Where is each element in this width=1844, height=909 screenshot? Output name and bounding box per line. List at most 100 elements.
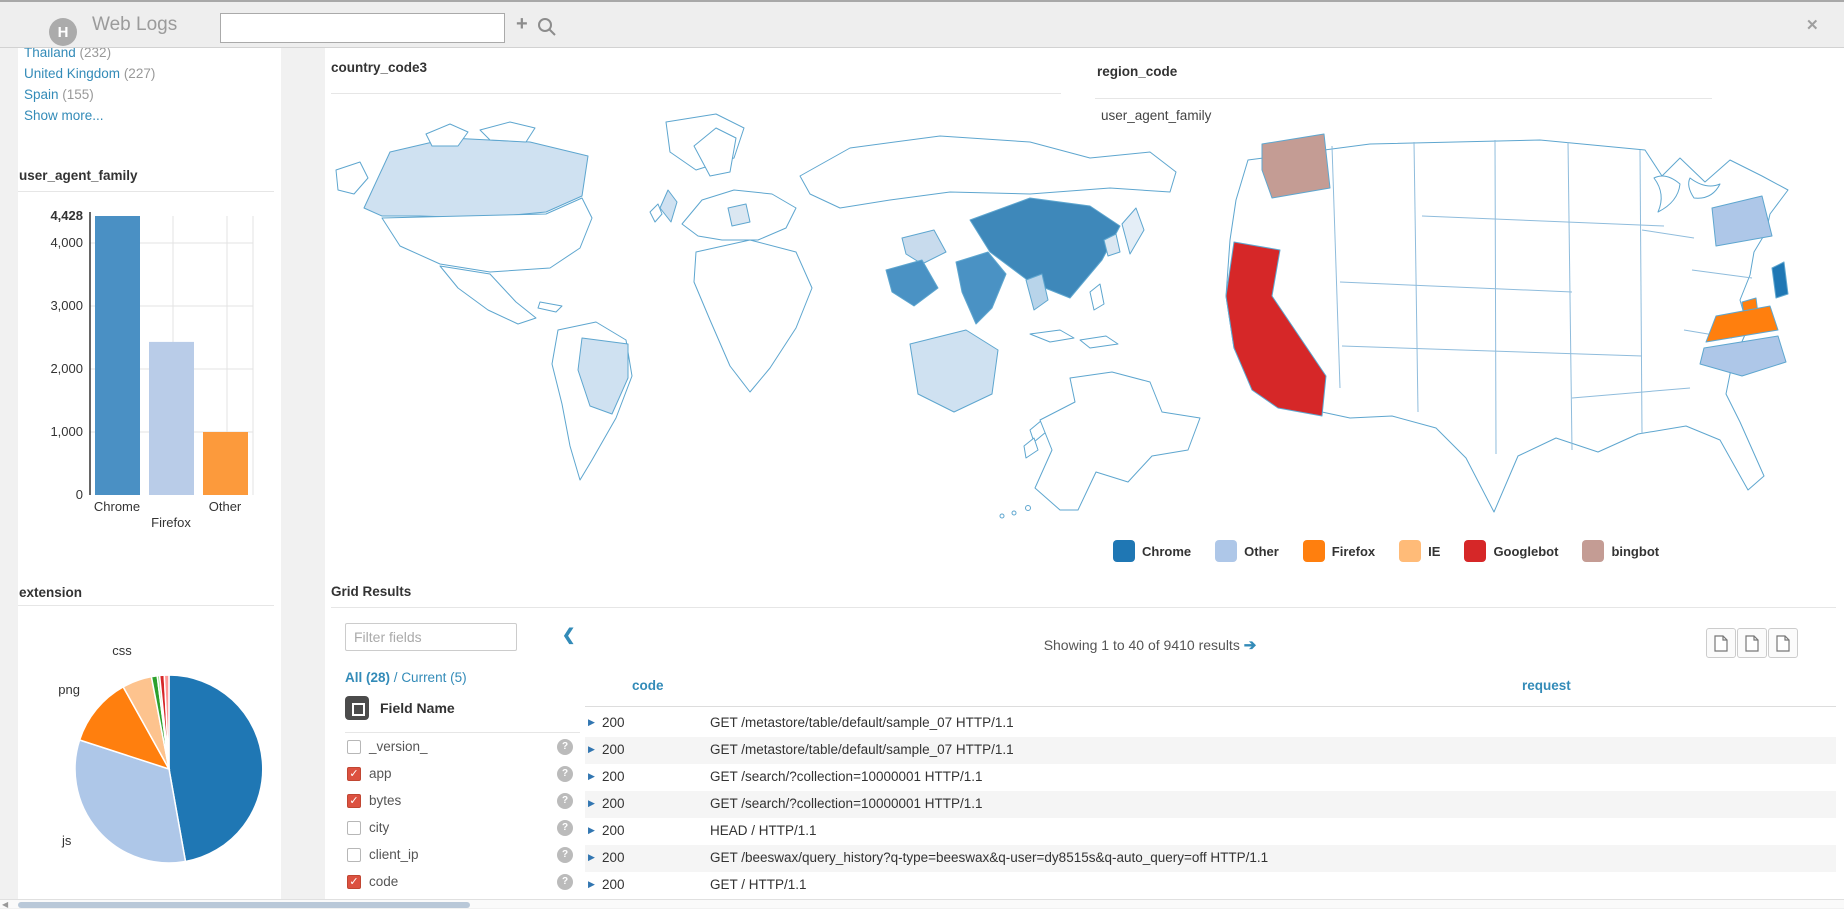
- table-row: ▶ 200 HEAD / HTTP/1.1: [585, 818, 1836, 845]
- table-row: ▶ 200 GET /search/?collection=10000001 HTT…: [585, 791, 1836, 818]
- fields-all-link[interactable]: All (28): [345, 670, 391, 685]
- download-json-button[interactable]: [1768, 628, 1798, 658]
- pie-slice-png[interactable]: [78, 685, 171, 771]
- next-page-icon[interactable]: ➔: [1243, 637, 1257, 654]
- facet-value-link[interactable]: Thailand: [24, 48, 76, 60]
- search-input[interactable]: [220, 13, 505, 43]
- download-csv-button[interactable]: [1706, 628, 1736, 658]
- hue-logo-icon[interactable]: H: [49, 18, 77, 46]
- map-region-arctic-islands[interactable]: [425, 123, 469, 147]
- map-region-thailand[interactable]: [1025, 273, 1049, 311]
- map-region-california[interactable]: [1225, 241, 1327, 417]
- field-row[interactable]: client_ip?: [345, 843, 580, 870]
- legend-item: bingbot: [1582, 540, 1659, 562]
- map-region-alaska-inset[interactable]: [1034, 371, 1201, 511]
- field-help-icon[interactable]: ?: [557, 874, 573, 890]
- search-icon[interactable]: [536, 16, 558, 38]
- field-help-icon[interactable]: ?: [557, 847, 573, 863]
- legend-swatch: [1582, 540, 1605, 562]
- close-icon[interactable]: ✕: [1806, 17, 1819, 34]
- pie-slice-js[interactable]: [74, 739, 187, 864]
- map-region-united-kingdom[interactable]: [659, 189, 678, 223]
- bar-chrome[interactable]: [95, 216, 140, 495]
- map-region-usa[interactable]: [381, 197, 593, 273]
- map-region-us-outline[interactable]: [1225, 139, 1789, 513]
- row-expand-icon[interactable]: ▶: [588, 852, 595, 862]
- map-region-alaska[interactable]: [335, 161, 369, 195]
- map-region-arctic-islands[interactable]: [479, 121, 536, 143]
- field-checkbox[interactable]: ✓: [347, 767, 361, 781]
- download-xls-button[interactable]: [1737, 628, 1767, 658]
- field-row[interactable]: city?: [345, 816, 580, 843]
- x-axis-label: Firefox: [151, 515, 191, 530]
- field-help-icon[interactable]: ?: [557, 739, 573, 755]
- map-region-scandinavia[interactable]: [693, 127, 737, 177]
- scrollbar-left-arrow-icon[interactable]: ◀: [2, 900, 9, 909]
- map-region-japan[interactable]: [1121, 207, 1145, 255]
- row-expand-icon[interactable]: ▶: [588, 717, 595, 727]
- pie-slice-unlabeled[interactable]: [163, 674, 170, 770]
- map-region-washington[interactable]: [1261, 133, 1331, 199]
- row-expand-icon[interactable]: ▶: [588, 798, 595, 808]
- field-checkbox[interactable]: [347, 848, 361, 862]
- map-region-africa[interactable]: [693, 239, 813, 393]
- fields-separator: /: [393, 670, 398, 685]
- map-region-mexico[interactable]: [439, 265, 537, 325]
- map-region-philippines[interactable]: [1089, 283, 1105, 311]
- row-expand-icon[interactable]: ▶: [588, 825, 595, 835]
- horizontal-scrollbar[interactable]: ◀: [0, 899, 1844, 909]
- map-region-virginia[interactable]: [1705, 305, 1779, 343]
- map-region-iran[interactable]: [901, 229, 947, 265]
- legend-label: Googlebot: [1493, 543, 1559, 559]
- map-region-india[interactable]: [955, 251, 1007, 325]
- facet-value-link[interactable]: Spain: [24, 87, 59, 102]
- column-header-request[interactable]: request: [1522, 678, 1571, 693]
- map-region-australia[interactable]: [909, 329, 999, 413]
- field-row[interactable]: ✓ app?: [345, 762, 580, 789]
- row-expand-icon[interactable]: ▶: [588, 879, 595, 889]
- field-checkbox[interactable]: [347, 740, 361, 754]
- map-region-brazil[interactable]: [577, 337, 629, 415]
- map-region-north-carolina[interactable]: [1699, 335, 1787, 377]
- map-region-new-york[interactable]: [1711, 195, 1773, 247]
- facet-value-link[interactable]: United Kingdom: [24, 66, 121, 81]
- map-region-cuba[interactable]: [537, 301, 563, 313]
- map-region-canada[interactable]: [363, 137, 589, 219]
- map-region-germany[interactable]: [727, 203, 751, 227]
- field-row[interactable]: _version_?: [345, 735, 580, 762]
- pie-slice-unlabeled[interactable]: [168, 674, 264, 863]
- field-checkbox[interactable]: ✓: [347, 875, 361, 889]
- field-row[interactable]: ✓ code?: [345, 870, 580, 897]
- column-header-code[interactable]: code: [632, 678, 664, 693]
- map-region-new-zealand[interactable]: [1023, 437, 1039, 459]
- field-checkbox[interactable]: ✓: [347, 794, 361, 808]
- map-region-russia[interactable]: [799, 135, 1177, 209]
- bar-other[interactable]: [203, 432, 248, 495]
- filter-fields-input[interactable]: [345, 623, 517, 651]
- y-axis-tick: 2,000: [50, 361, 83, 376]
- toggle-all-fields-checkbox[interactable]: [345, 696, 369, 720]
- collapse-fields-icon[interactable]: ❮: [562, 627, 576, 644]
- field-row[interactable]: ✓ bytes?: [345, 789, 580, 816]
- bar-firefox[interactable]: [149, 341, 194, 495]
- add-widget-icon[interactable]: +: [516, 13, 528, 35]
- map-region-new-jersey[interactable]: [1771, 261, 1789, 299]
- great-lakes: [1653, 175, 1681, 213]
- map-region-indonesia[interactable]: [1029, 329, 1075, 343]
- map-region-ireland[interactable]: [649, 203, 663, 223]
- scrollbar-thumb[interactable]: [18, 902, 470, 908]
- row-expand-icon[interactable]: ▶: [588, 771, 595, 781]
- x-axis-label: Chrome: [94, 499, 140, 514]
- field-checkbox[interactable]: [347, 821, 361, 835]
- field-help-icon[interactable]: ?: [557, 766, 573, 782]
- map-region-saudi-arabia[interactable]: [885, 259, 939, 307]
- row-expand-icon[interactable]: ▶: [588, 744, 595, 754]
- map-region-indonesia[interactable]: [1079, 335, 1119, 349]
- map-region-south-korea[interactable]: [1103, 233, 1121, 257]
- divider: [331, 93, 1061, 94]
- fields-current-link[interactable]: Current (5): [401, 670, 467, 685]
- show-more-link[interactable]: Show more...: [24, 108, 104, 123]
- field-help-icon[interactable]: ?: [557, 793, 573, 809]
- map-region-china[interactable]: [969, 197, 1121, 299]
- field-help-icon[interactable]: ?: [557, 820, 573, 836]
